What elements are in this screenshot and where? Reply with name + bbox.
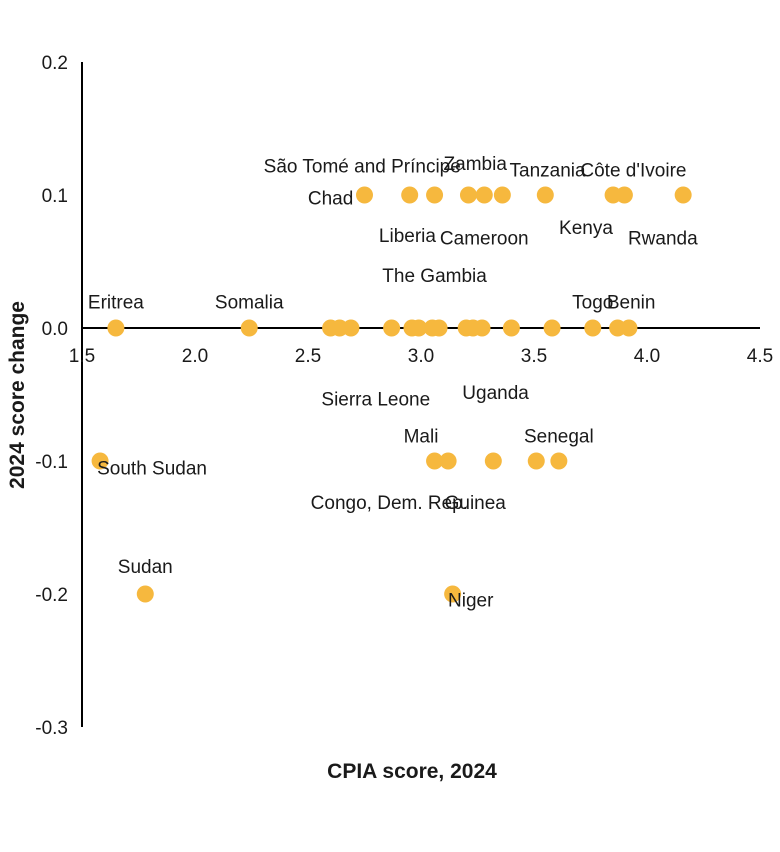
y-tick-label: -0.2 xyxy=(35,585,68,606)
country-label: Chad xyxy=(308,189,353,210)
country-label: Zambia xyxy=(444,154,508,175)
data-point xyxy=(356,186,373,204)
x-axis-tick-labels: 1.5 2.0 2.5 3.0 3.5 4.0 4.5 xyxy=(69,346,773,367)
data-point xyxy=(527,452,545,470)
country-label: Rwanda xyxy=(628,229,698,250)
data-point xyxy=(543,319,561,337)
country-label: Eritrea xyxy=(88,292,144,313)
y-axis-title: 2024 score change xyxy=(6,301,29,489)
data-point xyxy=(473,319,491,337)
country-label: Niger xyxy=(448,590,494,611)
y-tick-label: -0.1 xyxy=(35,452,68,473)
y-tick-label: 0.1 xyxy=(42,186,68,207)
country-label: South Sudan xyxy=(97,459,207,480)
y-tick-label: 0.0 xyxy=(42,319,68,340)
data-point xyxy=(620,319,638,337)
x-tick-label: 1.5 xyxy=(69,346,95,367)
country-label: Côte d'Ivoire xyxy=(580,161,686,182)
data-point xyxy=(107,319,125,337)
data-point xyxy=(426,452,444,470)
country-label: Sudan xyxy=(118,557,173,578)
data-point xyxy=(430,319,448,337)
data-point xyxy=(439,452,457,470)
data-point xyxy=(136,585,154,603)
country-label: Guinea xyxy=(445,493,507,514)
data-point xyxy=(493,186,511,204)
data-point xyxy=(401,186,419,204)
x-tick-label: 2.0 xyxy=(182,346,208,367)
data-point xyxy=(584,319,602,337)
y-axis-tick-labels: 0.2 0.1 0.0 -0.1 -0.2 -0.3 xyxy=(35,53,68,739)
data-point xyxy=(459,186,477,204)
data-points xyxy=(91,186,692,603)
data-point xyxy=(410,319,428,337)
data-point xyxy=(240,319,258,337)
country-label: Senegal xyxy=(524,427,594,448)
data-point xyxy=(383,319,401,337)
country-label: Kenya xyxy=(559,218,613,239)
data-point xyxy=(426,186,444,204)
data-point xyxy=(91,452,109,470)
country-label: Mali xyxy=(404,427,439,448)
data-point xyxy=(674,186,692,204)
x-tick-label: 2.5 xyxy=(295,346,321,367)
data-point xyxy=(502,319,520,337)
country-label: Sierra Leone xyxy=(321,389,430,410)
x-tick-label: 4.5 xyxy=(747,346,773,367)
country-label: Somalia xyxy=(215,292,284,313)
country-label: Tanzania xyxy=(510,161,586,182)
x-axis-title: CPIA score, 2024 xyxy=(327,760,497,783)
data-point xyxy=(484,452,502,470)
country-label: São Tomé and Príncipe xyxy=(264,157,461,178)
data-point xyxy=(475,186,493,204)
country-label: Benin xyxy=(607,292,656,313)
x-tick-label: 3.0 xyxy=(408,346,434,367)
country-label: Congo, Dem. Rep. xyxy=(311,493,468,514)
data-point xyxy=(615,186,633,204)
country-label: The Gambia xyxy=(382,266,487,287)
data-point xyxy=(536,186,554,204)
country-label: Liberia xyxy=(379,226,436,247)
data-point xyxy=(342,319,360,337)
x-tick-label: 3.5 xyxy=(521,346,547,367)
country-label: Togo xyxy=(572,292,613,313)
data-point xyxy=(550,452,568,470)
y-tick-label: 0.2 xyxy=(42,53,68,74)
data-point xyxy=(444,585,462,603)
x-tick-label: 4.0 xyxy=(634,346,660,367)
country-label: Uganda xyxy=(462,383,529,404)
y-tick-label: -0.3 xyxy=(35,718,68,739)
country-label: Cameroon xyxy=(440,229,529,250)
